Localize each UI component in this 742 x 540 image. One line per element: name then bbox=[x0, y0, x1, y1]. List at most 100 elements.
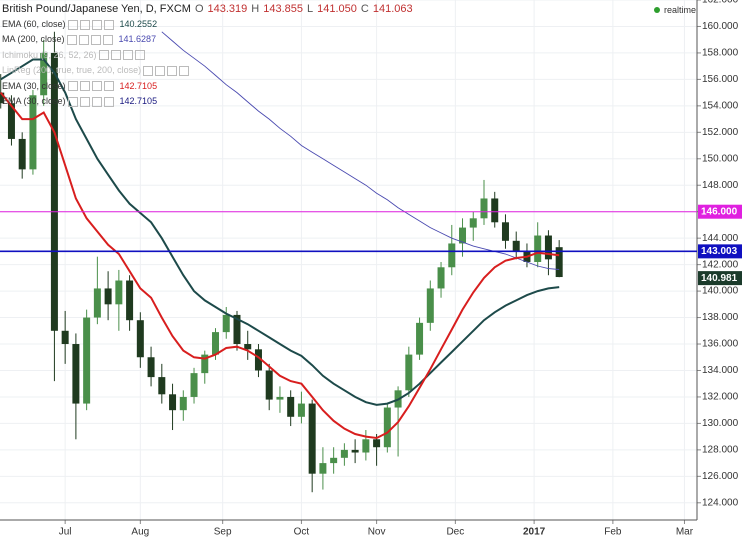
indicator-name: MA (200, close) bbox=[2, 34, 65, 45]
indicator-legend: MA (200, close) 141.6287 bbox=[2, 34, 156, 46]
x-tick-label: Aug bbox=[131, 527, 149, 538]
indicator-icon[interactable] bbox=[167, 65, 178, 76]
y-tick-label: 126.000 bbox=[702, 471, 739, 482]
price-label-box bbox=[698, 244, 742, 259]
x-tick-label: Dec bbox=[446, 527, 464, 538]
candle-body bbox=[512, 240, 520, 252]
y-tick-label: 150.000 bbox=[702, 153, 739, 164]
x-tick-label: Feb bbox=[604, 527, 622, 538]
candle-body bbox=[405, 354, 413, 391]
candle-body bbox=[126, 280, 134, 321]
indicator-icon[interactable] bbox=[134, 50, 145, 61]
candle-body bbox=[50, 52, 58, 331]
candle-body bbox=[201, 354, 209, 374]
candle-body bbox=[104, 288, 112, 305]
candle-body bbox=[222, 314, 230, 333]
indicator-icon[interactable] bbox=[90, 35, 101, 46]
indicator-icon[interactable] bbox=[66, 35, 77, 46]
header: British Pound/Japanese Yen, D, FXCM O 143.… bbox=[2, 3, 421, 15]
indicator-legend: EMA (30, close) 142.7105 bbox=[2, 81, 157, 92]
candle-body bbox=[265, 370, 273, 400]
y-tick-label: 156.000 bbox=[702, 74, 739, 85]
price-label-box bbox=[698, 271, 742, 286]
candle-body bbox=[276, 396, 284, 400]
indicator-icon[interactable] bbox=[91, 81, 102, 92]
ohlc-value: 141.063 bbox=[372, 3, 413, 15]
candle-body bbox=[136, 320, 144, 358]
indicator-icon[interactable] bbox=[103, 96, 114, 107]
candle-body bbox=[147, 357, 155, 378]
y-tick-label: 134.000 bbox=[702, 365, 739, 376]
candle-body bbox=[72, 344, 80, 404]
y-tick-label: 128.000 bbox=[702, 445, 739, 456]
price-label-box bbox=[698, 204, 742, 219]
candle-body bbox=[179, 396, 187, 411]
candle-body bbox=[254, 349, 262, 371]
indicator-icon[interactable] bbox=[91, 19, 102, 30]
candle-body bbox=[426, 288, 434, 323]
candle-body bbox=[351, 449, 359, 453]
indicator-legend: LinReg (200, true, true, 200, close) bbox=[2, 65, 190, 76]
y-tick-label: 144.000 bbox=[702, 233, 739, 244]
candle-body bbox=[340, 449, 348, 458]
indicator-icon[interactable] bbox=[155, 65, 166, 76]
indicator-icon[interactable] bbox=[179, 65, 190, 76]
candle-body bbox=[383, 407, 391, 448]
indicator-line bbox=[0, 91, 560, 440]
candle-body bbox=[287, 396, 295, 417]
candle-body bbox=[83, 317, 91, 404]
indicator-icon[interactable] bbox=[103, 19, 114, 30]
candle-body bbox=[437, 267, 445, 289]
x-tick-label: 2017 bbox=[523, 527, 546, 538]
symbol[interactable]: British Pound/Japanese Yen, D, FXCM bbox=[2, 3, 191, 15]
indicator-icon[interactable] bbox=[78, 35, 89, 46]
candle-body bbox=[448, 243, 456, 268]
indicator-legend: Ichimoku (9, 26, 52, 26) bbox=[2, 50, 145, 61]
indicator-icon[interactable] bbox=[102, 35, 113, 46]
candle-body bbox=[534, 235, 542, 262]
y-tick-label: 132.000 bbox=[702, 392, 739, 403]
y-tick-label: 130.000 bbox=[702, 418, 739, 429]
indicator-icon[interactable] bbox=[67, 81, 78, 92]
x-tick-label: Nov bbox=[368, 527, 386, 538]
candle-body bbox=[233, 314, 241, 345]
x-tick-label: Mar bbox=[676, 527, 694, 538]
indicator-legend: EMA (60, close) 140.2552 bbox=[2, 19, 157, 30]
ohlc-key: L bbox=[307, 3, 314, 15]
x-tick-label: Jul bbox=[59, 527, 72, 538]
ohlc-value: 143.319 bbox=[207, 3, 248, 15]
indicator-icon[interactable] bbox=[79, 96, 90, 107]
indicator-icon[interactable] bbox=[79, 81, 90, 92]
indicator-icon[interactable] bbox=[110, 50, 121, 61]
candle-body bbox=[158, 377, 166, 395]
candle-body bbox=[319, 463, 327, 474]
ohlc-key: C bbox=[360, 3, 369, 15]
indicator-icon[interactable] bbox=[98, 50, 109, 61]
indicator-icon[interactable] bbox=[91, 96, 102, 107]
candle-body bbox=[115, 280, 123, 305]
price-label: 146.000 bbox=[701, 206, 738, 217]
indicator-icon[interactable] bbox=[103, 81, 114, 92]
indicator-value: 142.7105 bbox=[119, 96, 158, 106]
candle-body bbox=[169, 394, 177, 411]
indicator-name: EMA (30, close) bbox=[2, 96, 66, 106]
ohlc-value: 141.050 bbox=[317, 3, 357, 15]
indicator-name: EMA (60, close) bbox=[2, 19, 66, 29]
y-tick-label: 136.000 bbox=[702, 339, 739, 350]
y-tick-label: 140.000 bbox=[702, 286, 739, 297]
indicator-icon[interactable] bbox=[67, 96, 78, 107]
indicator-icon[interactable] bbox=[79, 19, 90, 30]
candle-body bbox=[29, 95, 37, 170]
candle-body bbox=[544, 235, 552, 260]
candle-body bbox=[469, 218, 477, 228]
indicator-legend: EMA (30, close) 142.7105 bbox=[2, 96, 157, 107]
indicator-icon[interactable] bbox=[143, 65, 154, 76]
candle-body bbox=[416, 322, 424, 355]
indicator-icon[interactable] bbox=[67, 19, 78, 30]
candle-body bbox=[555, 247, 563, 278]
indicator-icon[interactable] bbox=[122, 50, 133, 61]
status: realtime bbox=[654, 5, 696, 15]
ohlc-key: O bbox=[194, 3, 204, 15]
y-tick-label: 160.000 bbox=[702, 21, 739, 32]
